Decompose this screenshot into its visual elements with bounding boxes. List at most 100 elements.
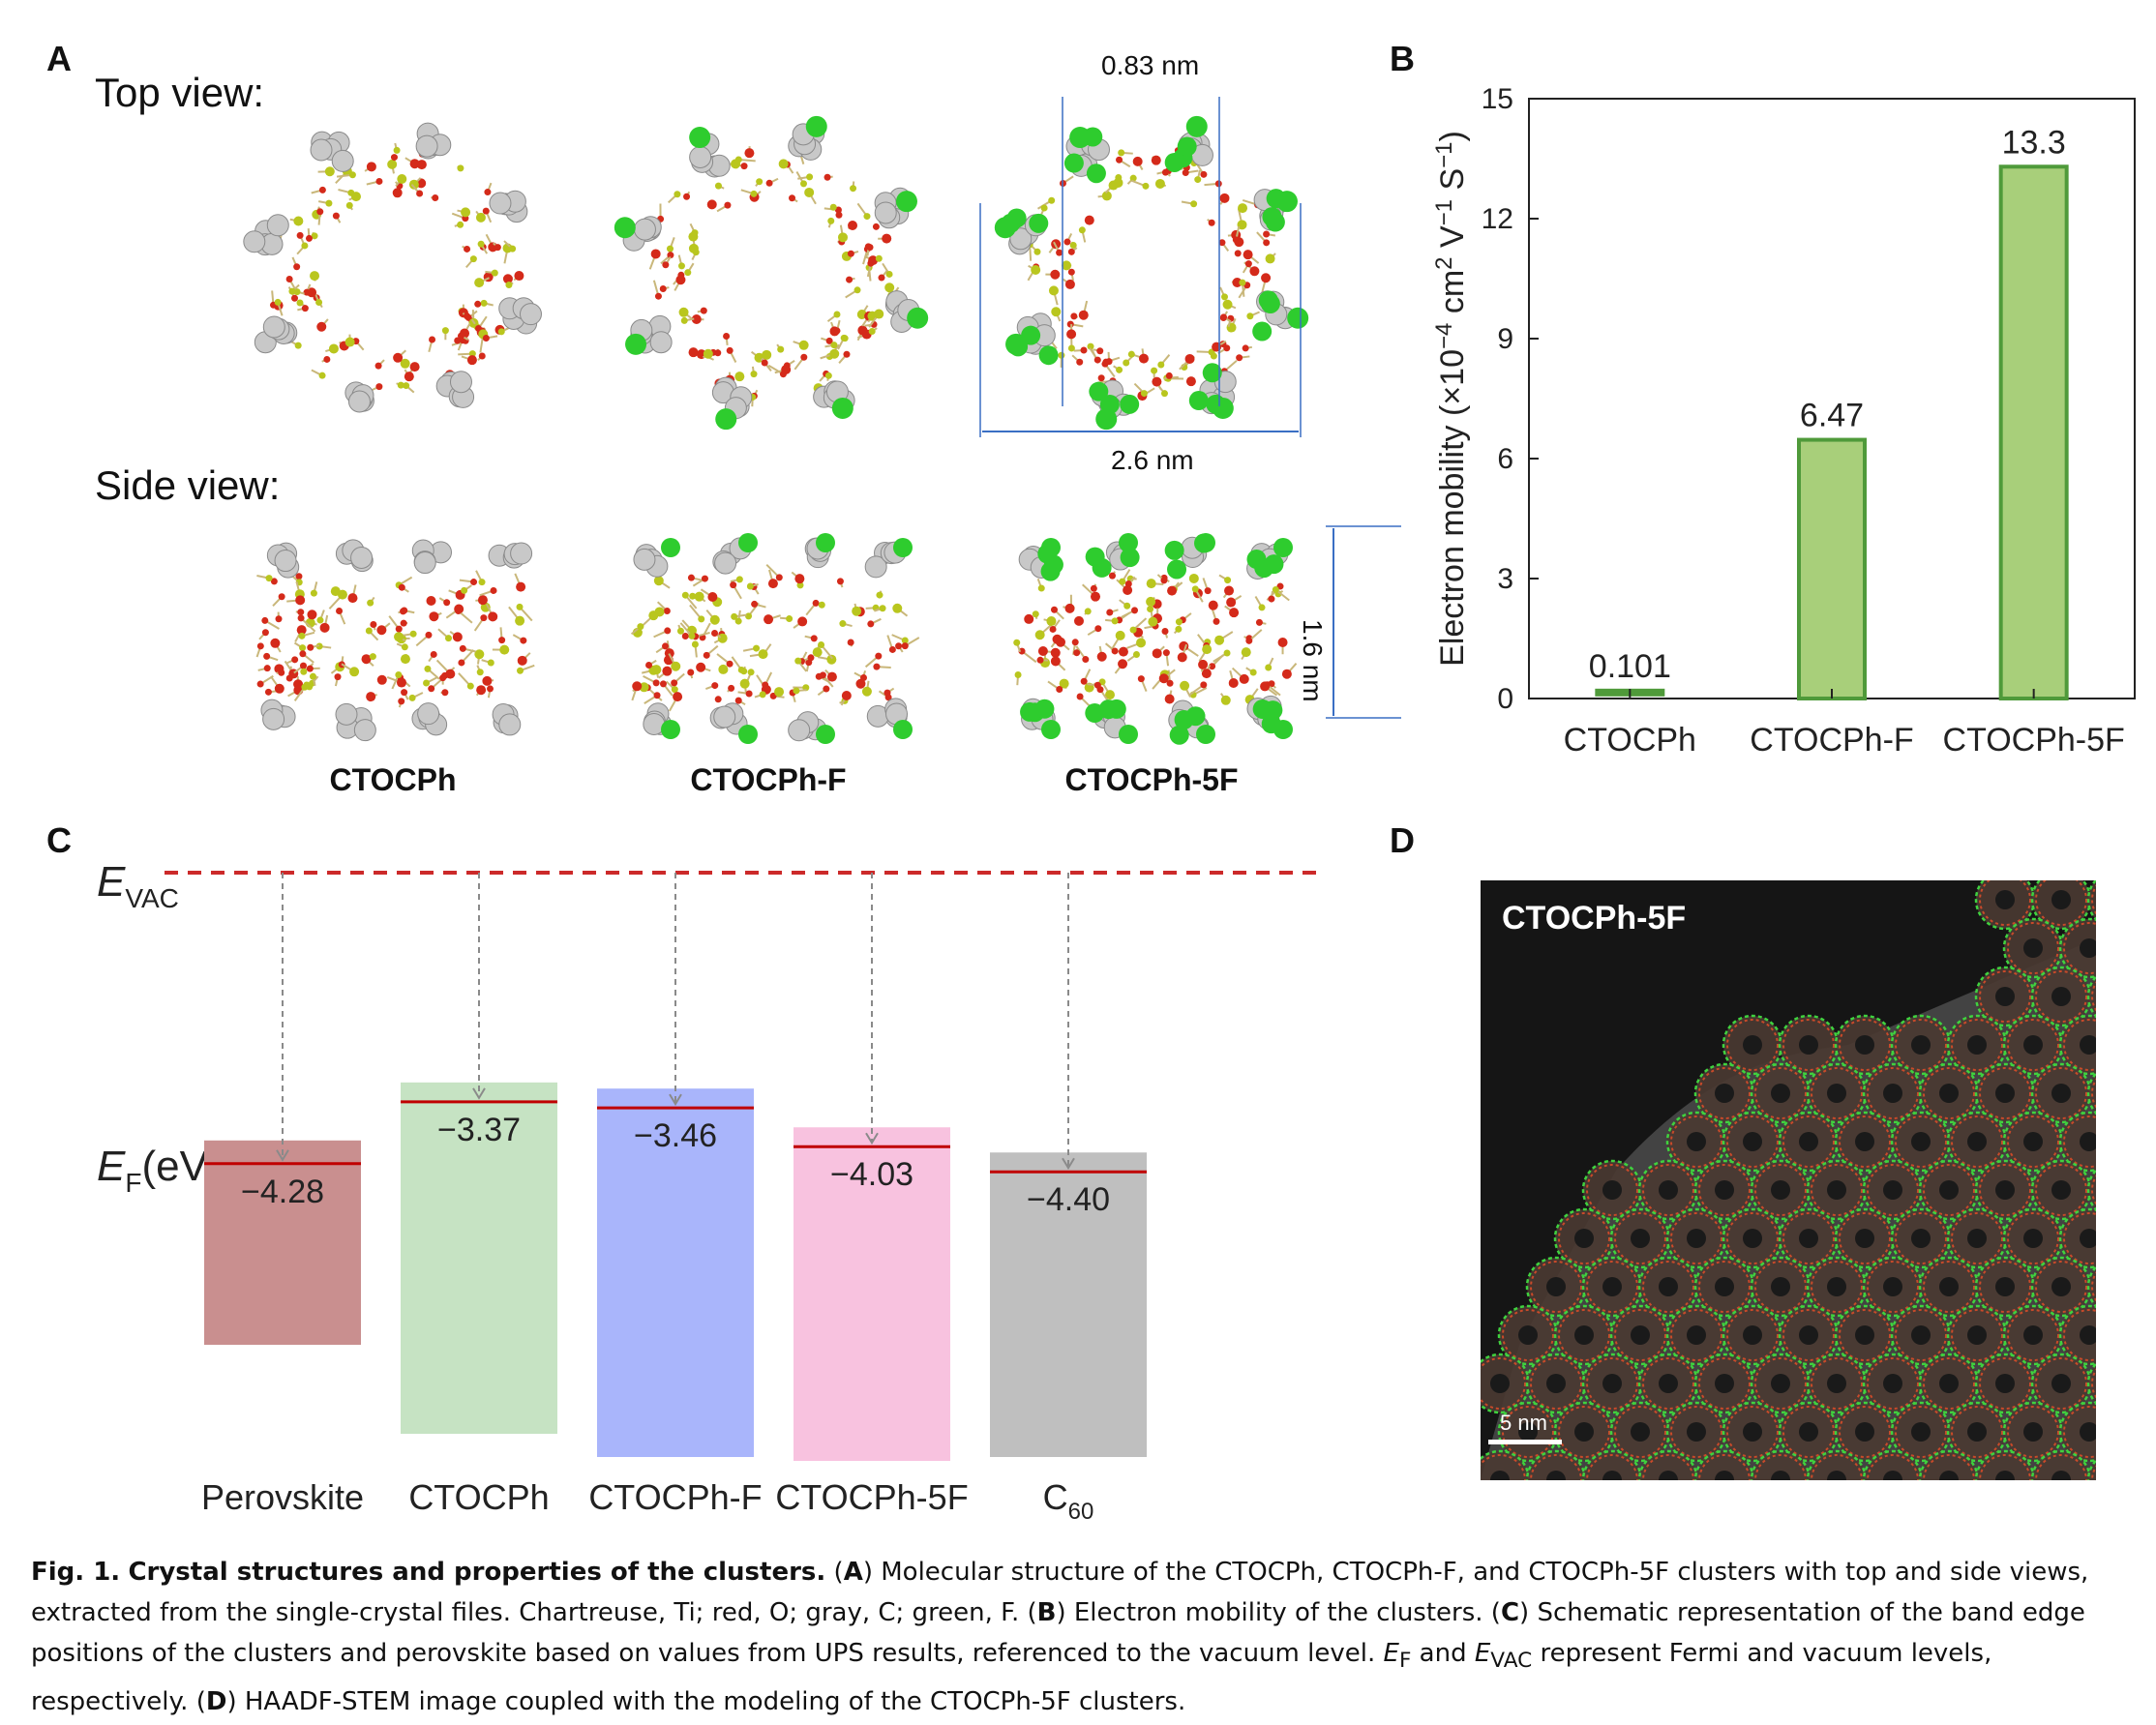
modeled-cluster bbox=[1722, 1207, 1783, 1269]
cluster-pore bbox=[2051, 1471, 2071, 1480]
cluster-pore bbox=[2051, 1277, 2071, 1296]
atom bbox=[1067, 248, 1075, 255]
atom bbox=[374, 362, 382, 370]
atom bbox=[1062, 260, 1072, 271]
carbon-sphere bbox=[335, 702, 358, 726]
atom bbox=[756, 178, 764, 186]
cluster-oxygen-ring bbox=[2035, 1357, 2087, 1410]
atom bbox=[404, 372, 414, 382]
modeled-cluster bbox=[1946, 1014, 2008, 1076]
cluster-pore bbox=[1631, 1229, 1650, 1248]
fluorine-sphere bbox=[1177, 136, 1197, 157]
bar-value-label: 0.101 bbox=[1589, 648, 1671, 685]
atom bbox=[726, 660, 734, 668]
atom bbox=[426, 596, 436, 607]
cluster-oxygen-ring bbox=[2007, 1309, 2059, 1361]
atom bbox=[689, 592, 697, 600]
atom bbox=[454, 337, 462, 344]
atom bbox=[888, 645, 896, 653]
cluster-oxygen-ring bbox=[2063, 1406, 2096, 1458]
atom bbox=[794, 657, 802, 665]
cluster-pore bbox=[1939, 1277, 1959, 1296]
atom bbox=[688, 231, 699, 242]
cluster-pore bbox=[1967, 1035, 1987, 1055]
cluster-oxygen-ring bbox=[1586, 1164, 1638, 1216]
atom bbox=[1194, 176, 1202, 184]
atom bbox=[1246, 312, 1254, 320]
haadf-stem-image: CTOCPh-5F 5 nm bbox=[1481, 880, 2096, 1480]
atom bbox=[443, 599, 451, 607]
cluster-oxygen-ring bbox=[1642, 1164, 1694, 1216]
cluster-pore bbox=[1715, 1180, 1734, 1200]
modeled-cluster bbox=[2058, 917, 2096, 979]
atom bbox=[1146, 579, 1156, 589]
atom bbox=[484, 189, 492, 196]
cluster-oxygen-ring bbox=[1586, 1357, 1638, 1410]
bar-value-label: 13.3 bbox=[2002, 124, 2066, 161]
atom bbox=[298, 632, 306, 639]
cluster-oxygen-ring bbox=[1698, 1454, 1751, 1480]
atom bbox=[1151, 367, 1158, 374]
atom bbox=[1138, 353, 1149, 364]
atom bbox=[703, 651, 710, 659]
atom bbox=[731, 159, 741, 169]
atom bbox=[1073, 615, 1084, 626]
atom bbox=[800, 353, 808, 361]
panel-d-letter: D bbox=[1390, 820, 1415, 860]
cluster-oxygen-ring bbox=[2035, 880, 2087, 926]
carbon-sphere bbox=[489, 192, 512, 215]
atom bbox=[1255, 618, 1263, 626]
atom bbox=[734, 697, 742, 704]
atom bbox=[1056, 249, 1063, 256]
atom bbox=[487, 685, 494, 693]
atom bbox=[400, 654, 410, 665]
cluster-fluorine-ring bbox=[2058, 1111, 2096, 1173]
top-view-cluster bbox=[243, 122, 542, 413]
atom bbox=[654, 292, 662, 300]
carbon-sphere bbox=[243, 230, 266, 253]
atom bbox=[457, 221, 464, 228]
modeled-cluster bbox=[1890, 1111, 1952, 1173]
atom bbox=[691, 313, 702, 324]
atom bbox=[847, 639, 854, 646]
cluster-oxygen-ring bbox=[1670, 1406, 1722, 1458]
atom bbox=[328, 343, 339, 354]
atom bbox=[488, 611, 498, 622]
atom bbox=[833, 327, 841, 335]
atom bbox=[274, 683, 284, 694]
cluster-pore bbox=[1715, 1277, 1734, 1296]
cluster-oxygen-ring bbox=[1558, 1406, 1610, 1458]
atom bbox=[1261, 273, 1272, 283]
energy-box bbox=[401, 1082, 557, 1434]
atom bbox=[706, 199, 717, 210]
atom bbox=[759, 691, 766, 699]
atom bbox=[1239, 279, 1246, 286]
atom bbox=[310, 589, 317, 597]
atom bbox=[1096, 651, 1107, 662]
y-axis-label-part: −1 bbox=[1431, 141, 1457, 167]
atom bbox=[324, 166, 335, 177]
carbon-sphere bbox=[649, 331, 673, 354]
modeled-cluster bbox=[2002, 1014, 2064, 1076]
y-axis-label-part: cm bbox=[1434, 270, 1471, 323]
atom bbox=[853, 286, 861, 294]
atom bbox=[293, 216, 304, 226]
atom bbox=[429, 611, 439, 622]
atom bbox=[1131, 607, 1139, 614]
fluorine-sphere bbox=[895, 191, 917, 213]
cluster-pore bbox=[2051, 1374, 2071, 1393]
modeled-cluster bbox=[1637, 1449, 1699, 1480]
atom bbox=[667, 252, 674, 259]
atom bbox=[474, 278, 485, 288]
cluster-fluorine-ring bbox=[2030, 1449, 2092, 1480]
cluster-pore bbox=[1518, 1325, 1538, 1345]
atom bbox=[717, 633, 728, 643]
atom bbox=[674, 191, 681, 198]
cluster-oxygen-ring bbox=[1754, 1164, 1807, 1216]
cluster-pore bbox=[2080, 1422, 2096, 1442]
fluorine-sphere bbox=[1194, 533, 1214, 553]
fluorine-sphere bbox=[816, 533, 835, 552]
atom bbox=[1073, 649, 1081, 657]
cluster-core bbox=[2032, 1451, 2090, 1480]
cluster-pore bbox=[1771, 1180, 1790, 1200]
